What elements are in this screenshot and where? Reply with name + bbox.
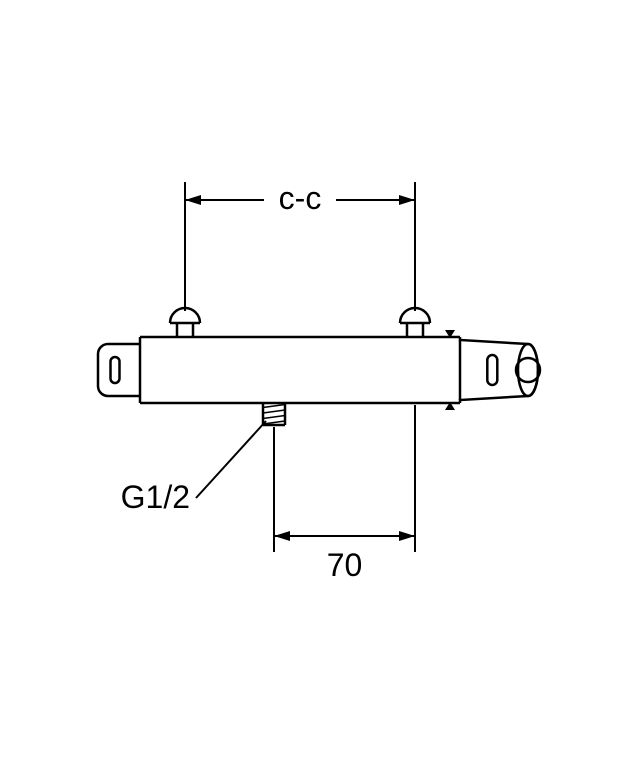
thread-leader — [196, 421, 266, 498]
right-knob-window — [487, 355, 497, 385]
right-knob-end-circle — [516, 358, 540, 382]
thread-label: G1/2 — [121, 479, 190, 515]
dim-70-label: 70 — [327, 547, 363, 583]
left-knob-window — [111, 357, 120, 383]
right-knob — [460, 337, 538, 403]
dim-cc-label: c-c — [279, 180, 322, 216]
dimension-drawing: c-c 70 G1/2 — [0, 0, 618, 770]
